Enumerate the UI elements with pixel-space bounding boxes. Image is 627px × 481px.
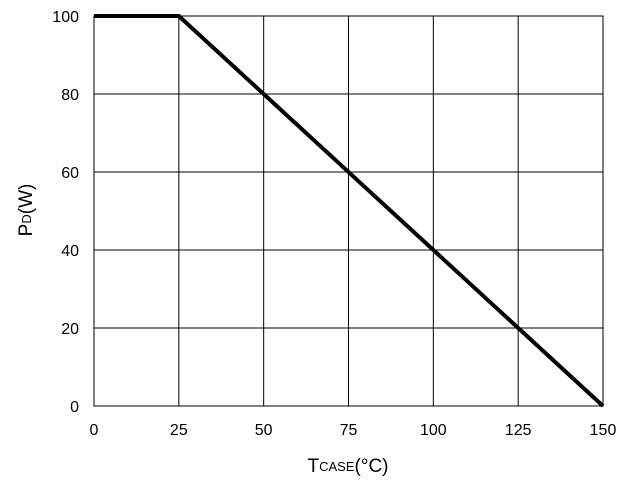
plot-frame bbox=[93, 15, 604, 407]
x-tick-label: 125 bbox=[505, 422, 532, 439]
y-tick-label: 0 bbox=[70, 399, 79, 416]
y-tick-labels: 0 20 40 60 80 100 bbox=[52, 9, 79, 416]
y-tick-label: 60 bbox=[61, 165, 79, 182]
x-axis-label: TCASE(°C) bbox=[308, 456, 389, 477]
x-tick-label: 75 bbox=[340, 422, 358, 439]
x-tick-label: 50 bbox=[255, 422, 273, 439]
y-tick-label: 40 bbox=[61, 243, 79, 260]
y-tick-label: 100 bbox=[52, 9, 79, 26]
x-tick-label: 0 bbox=[90, 422, 99, 439]
x-tick-label: 25 bbox=[170, 422, 188, 439]
x-tick-label: 100 bbox=[420, 422, 447, 439]
y-axis-label: PD(W) bbox=[16, 184, 37, 237]
x-tick-labels: 0 25 50 75 100 125 150 bbox=[90, 422, 617, 439]
x-tick-label: 150 bbox=[590, 422, 617, 439]
y-tick-label: 20 bbox=[61, 321, 79, 338]
series-line bbox=[94, 14, 605, 408]
grid bbox=[93, 15, 604, 407]
y-tick-label: 80 bbox=[61, 87, 79, 104]
